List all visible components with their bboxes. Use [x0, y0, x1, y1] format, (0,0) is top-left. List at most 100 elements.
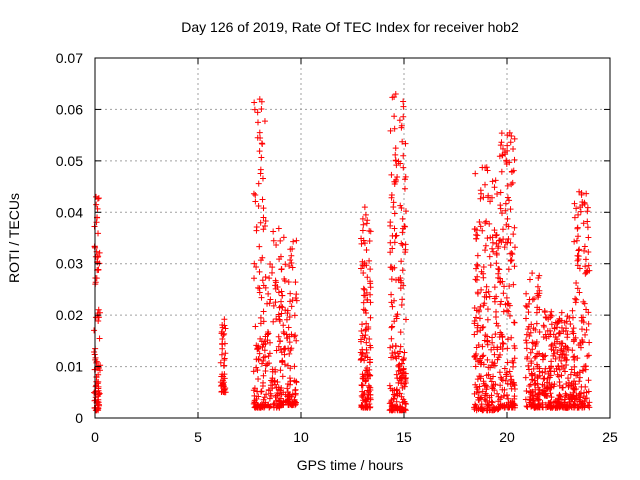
data-point	[255, 376, 262, 383]
data-point	[490, 382, 497, 389]
data-point	[503, 369, 510, 376]
data-point	[392, 157, 399, 164]
data-point	[367, 266, 374, 273]
data-point	[286, 350, 293, 357]
data-point	[282, 261, 289, 268]
data-point	[285, 279, 292, 286]
data-point	[535, 275, 542, 282]
data-point	[281, 275, 288, 282]
data-point	[522, 374, 529, 381]
data-point	[256, 268, 263, 275]
data-point	[285, 391, 292, 398]
data-point	[491, 227, 498, 234]
data-point	[554, 320, 561, 327]
data-point	[361, 398, 368, 405]
data-point	[556, 366, 563, 373]
data-point	[511, 345, 518, 352]
data-point	[482, 247, 489, 254]
data-point	[507, 399, 514, 406]
data-point	[95, 389, 102, 396]
data-point	[277, 395, 284, 402]
data-point	[287, 290, 294, 297]
data-point	[387, 344, 394, 351]
data-point	[364, 296, 371, 303]
data-point	[285, 324, 292, 331]
data-point	[576, 265, 583, 272]
data-point	[358, 328, 365, 335]
data-point	[558, 346, 565, 353]
data-point	[578, 317, 585, 324]
data-point	[397, 160, 404, 167]
data-point	[479, 343, 486, 350]
data-point	[511, 263, 518, 270]
data-point	[364, 274, 371, 281]
data-point	[364, 217, 371, 224]
data-point	[573, 296, 580, 303]
data-point	[493, 232, 500, 239]
data-point	[255, 393, 262, 400]
data-point	[557, 402, 564, 409]
data-point	[545, 370, 552, 377]
data-point	[525, 362, 532, 369]
data-point	[387, 239, 394, 246]
data-point	[489, 334, 496, 341]
data-point	[540, 375, 547, 382]
data-point	[259, 360, 266, 367]
data-point	[558, 309, 565, 316]
data-point	[574, 371, 581, 378]
data-point	[576, 374, 583, 381]
data-point	[507, 381, 514, 388]
data-point	[273, 242, 280, 249]
data-point	[252, 323, 259, 330]
data-point	[585, 248, 592, 255]
data-point	[511, 156, 518, 163]
data-point	[251, 106, 258, 113]
data-point	[286, 339, 293, 346]
data-point	[265, 290, 272, 297]
data-point	[536, 290, 543, 297]
data-point	[391, 392, 398, 399]
data-point	[258, 154, 265, 161]
data-point	[471, 390, 478, 397]
data-point	[573, 205, 580, 212]
data-point	[501, 386, 508, 393]
data-point	[359, 258, 366, 265]
data-point	[493, 308, 500, 315]
data-point	[402, 208, 409, 215]
data-point	[387, 399, 394, 406]
data-point	[558, 357, 565, 364]
data-point	[484, 235, 491, 242]
data-point	[399, 267, 406, 274]
data-point	[391, 297, 398, 304]
data-point	[574, 257, 581, 264]
data-point	[479, 388, 486, 395]
data-point	[262, 353, 269, 360]
data-point	[357, 336, 364, 343]
data-point	[545, 400, 552, 407]
data-point	[366, 401, 373, 408]
data-point	[497, 351, 504, 358]
data-point	[259, 277, 266, 284]
x-tick-label: 0	[91, 429, 99, 445]
data-point	[477, 375, 484, 382]
data-point	[523, 403, 530, 410]
data-point	[572, 295, 579, 302]
data-point	[251, 99, 258, 106]
data-point	[511, 386, 518, 393]
data-point	[260, 226, 267, 233]
data-point	[279, 292, 286, 299]
data-point	[556, 399, 563, 406]
plot-area-frame	[94, 57, 611, 419]
data-point	[480, 361, 487, 368]
data-point	[365, 325, 372, 332]
data-point	[575, 211, 582, 218]
data-point	[475, 406, 482, 413]
data-point	[499, 278, 506, 285]
data-point	[293, 379, 300, 386]
data-point	[494, 390, 501, 397]
data-point	[507, 257, 514, 264]
data-point	[402, 316, 409, 323]
data-point	[281, 351, 288, 358]
data-point	[488, 398, 495, 405]
data-point	[392, 151, 399, 158]
